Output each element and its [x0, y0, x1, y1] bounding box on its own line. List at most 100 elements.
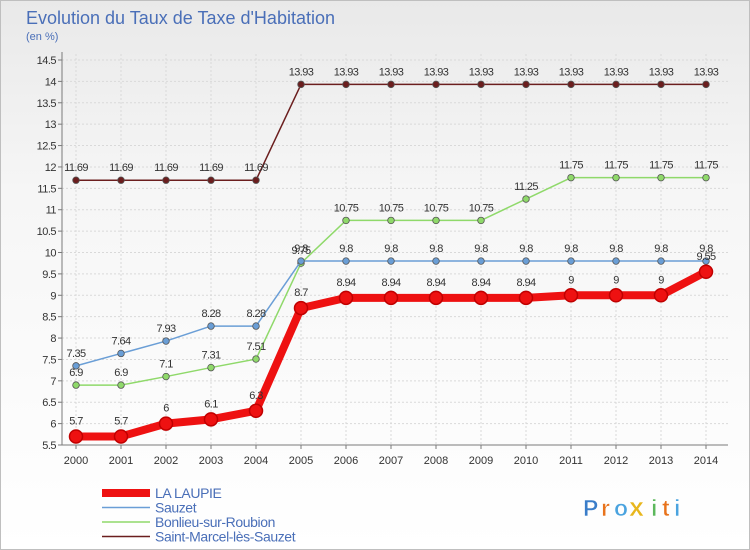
- data-point: [477, 216, 485, 225]
- x-tick-label: 2004: [244, 455, 268, 467]
- data-label: 11.75: [604, 160, 628, 172]
- data-label: 6.3: [249, 390, 263, 402]
- y-tick-label: 6.5: [42, 397, 56, 409]
- data-point: [518, 290, 534, 306]
- data-label: 7.64: [111, 335, 130, 347]
- data-label: 13.93: [424, 66, 449, 78]
- data-label: 6: [163, 403, 169, 415]
- logo-letter: r: [601, 495, 610, 521]
- x-tick-label: 2014: [694, 455, 718, 467]
- data-label: 6.9: [69, 367, 83, 379]
- data-label: 13.93: [469, 66, 494, 78]
- data-point: [72, 362, 80, 370]
- data-label: 9: [568, 274, 574, 286]
- y-tick-label: 11.5: [37, 183, 56, 195]
- data-point: [522, 257, 530, 265]
- y-tick-label: 7: [50, 376, 56, 388]
- y-tick-label: 13.5: [37, 98, 57, 110]
- data-point: [297, 80, 305, 89]
- y-tick-label: 13: [45, 119, 57, 131]
- chart-title: Evolution du Taux de Taxe d'Habitation: [26, 8, 335, 28]
- data-point: [342, 216, 350, 225]
- data-label: 8.28: [246, 308, 265, 320]
- data-point: [612, 80, 620, 89]
- y-tick-label: 7.5: [42, 354, 56, 366]
- logo-letter: o: [614, 495, 628, 521]
- data-point: [252, 176, 260, 184]
- data-label: 11.69: [244, 162, 268, 174]
- data-label: 11.69: [154, 162, 178, 174]
- data-point: [293, 300, 309, 316]
- data-point: [207, 363, 215, 372]
- data-label: 10.75: [424, 202, 449, 214]
- data-label: 11.25: [514, 181, 538, 193]
- data-point: [72, 381, 80, 389]
- data-label: 11.69: [64, 162, 88, 174]
- data-point: [702, 257, 710, 265]
- data-label: 13.93: [514, 66, 539, 78]
- data-label: 13.93: [559, 66, 584, 78]
- y-tick-label: 8: [50, 333, 56, 345]
- data-point: [477, 80, 485, 89]
- data-label: 6.1: [204, 398, 218, 410]
- data-label: 10.75: [379, 202, 404, 214]
- data-point: [207, 322, 215, 330]
- x-tick-label: 2001: [109, 455, 133, 467]
- data-point: [657, 80, 665, 89]
- data-point: [252, 322, 260, 330]
- data-label: 9.75: [291, 245, 310, 257]
- y-tick-label: 14: [45, 76, 57, 88]
- y-tick-label: 5.5: [42, 440, 56, 452]
- x-tick-label: 2003: [199, 455, 223, 467]
- data-label: 13.93: [379, 66, 404, 78]
- data-label: 9.55: [696, 251, 715, 263]
- x-tick-label: 2009: [469, 455, 493, 467]
- data-label: 13.93: [649, 66, 674, 78]
- data-label: 9.8: [384, 243, 398, 255]
- y-tick-label: 9.5: [42, 269, 56, 281]
- data-point: [162, 372, 170, 381]
- data-label: 9: [613, 274, 619, 286]
- x-tick-label: 2008: [424, 455, 448, 467]
- data-label: 13.93: [694, 66, 719, 78]
- data-point: [698, 264, 714, 279]
- data-label: 7.93: [156, 323, 175, 335]
- data-point: [248, 403, 264, 419]
- data-point: [477, 257, 485, 265]
- data-label: 8.94: [381, 277, 400, 289]
- data-point: [653, 288, 669, 303]
- data-label: 8.94: [471, 277, 490, 289]
- series-lines: [68, 80, 714, 444]
- x-tick-label: 2006: [334, 455, 358, 467]
- data-label: 10.75: [334, 202, 359, 214]
- data-label: 9.8: [519, 243, 533, 255]
- data-point: [473, 290, 489, 306]
- legend-label: Saint-Marcel-lès-Sauzet: [155, 529, 296, 545]
- data-label: 9: [658, 274, 664, 286]
- data-label: 11.75: [694, 160, 718, 172]
- data-point: [117, 176, 125, 184]
- data-label: 13.93: [334, 66, 359, 78]
- data-label: 6.9: [114, 367, 128, 379]
- data-point: [203, 412, 219, 427]
- data-point: [72, 176, 80, 184]
- data-label: 7.35: [66, 348, 85, 360]
- data-point: [387, 80, 395, 89]
- data-point: [657, 173, 665, 182]
- data-label: 7.1: [159, 359, 173, 371]
- data-label: 9.8: [654, 243, 668, 255]
- data-label: 7.31: [201, 350, 220, 362]
- x-tick-label: 2007: [379, 455, 403, 467]
- chart-subtitle: (en %): [26, 31, 58, 43]
- data-point: [612, 173, 620, 182]
- data-point: [252, 355, 260, 363]
- x-tick-label: 2005: [289, 455, 313, 467]
- data-label: 11.75: [649, 160, 673, 172]
- x-tick-label: 2002: [154, 455, 178, 467]
- data-label: 11.75: [559, 160, 583, 172]
- data-label: 11.69: [109, 162, 133, 174]
- data-label: 13.93: [289, 66, 314, 78]
- data-label: 8.94: [516, 277, 535, 289]
- data-label: 8.94: [426, 277, 445, 289]
